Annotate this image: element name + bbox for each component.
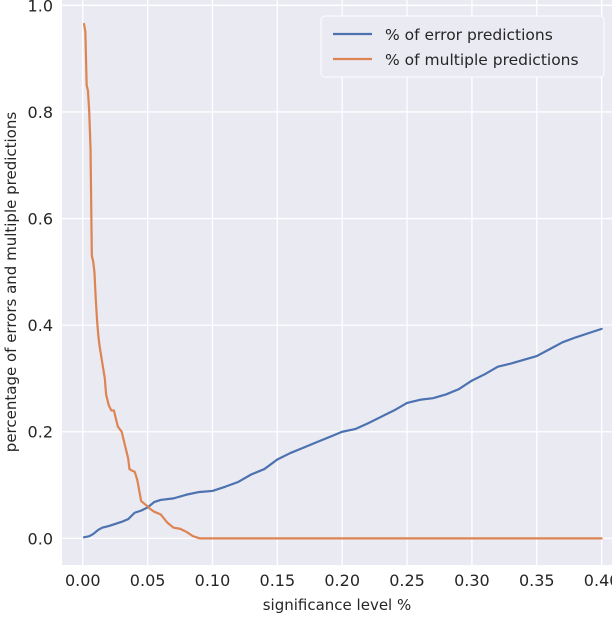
y-tick-label: 1.0 bbox=[28, 0, 53, 15]
legend-label-multiple: % of multiple predictions bbox=[385, 51, 579, 69]
legend: % of error predictions % of multiple pre… bbox=[320, 15, 605, 78]
x-axis-ticks: 0.00 0.05 0.10 0.15 0.20 0.25 0.30 0.35 0.40 bbox=[65, 571, 612, 590]
grid-lines bbox=[62, 0, 612, 565]
series-line-multiple-predictions bbox=[82, 22, 603, 540]
y-tick-label: 0.4 bbox=[28, 316, 53, 335]
x-axis-label: significance level % bbox=[263, 596, 412, 614]
x-tick-label: 0.40 bbox=[584, 571, 612, 590]
x-tick-label: 0.15 bbox=[260, 571, 296, 590]
y-tick-label: 0.6 bbox=[28, 210, 53, 229]
plot-area bbox=[62, 0, 612, 565]
x-tick-label: 0.00 bbox=[65, 571, 101, 590]
y-tick-label: 0.2 bbox=[28, 423, 53, 442]
y-tick-label: 0.8 bbox=[28, 103, 53, 122]
y-axis-ticks: 0.0 0.2 0.4 0.6 0.8 1.0 bbox=[28, 0, 53, 548]
x-tick-label: 0.35 bbox=[519, 571, 555, 590]
x-tick-label: 0.05 bbox=[130, 571, 166, 590]
series-line-error-predictions bbox=[82, 327, 603, 539]
x-tick-label: 0.10 bbox=[195, 571, 231, 590]
x-tick-label: 0.30 bbox=[454, 571, 490, 590]
x-tick-label: 0.20 bbox=[324, 571, 360, 590]
y-tick-label: 0.0 bbox=[28, 529, 53, 548]
legend-label-errors: % of error predictions bbox=[385, 26, 553, 44]
series-layer bbox=[82, 22, 603, 540]
legend-box bbox=[320, 15, 605, 78]
y-axis-label: percentage of errors and multiple predic… bbox=[2, 112, 20, 453]
x-tick-label: 0.25 bbox=[389, 571, 425, 590]
